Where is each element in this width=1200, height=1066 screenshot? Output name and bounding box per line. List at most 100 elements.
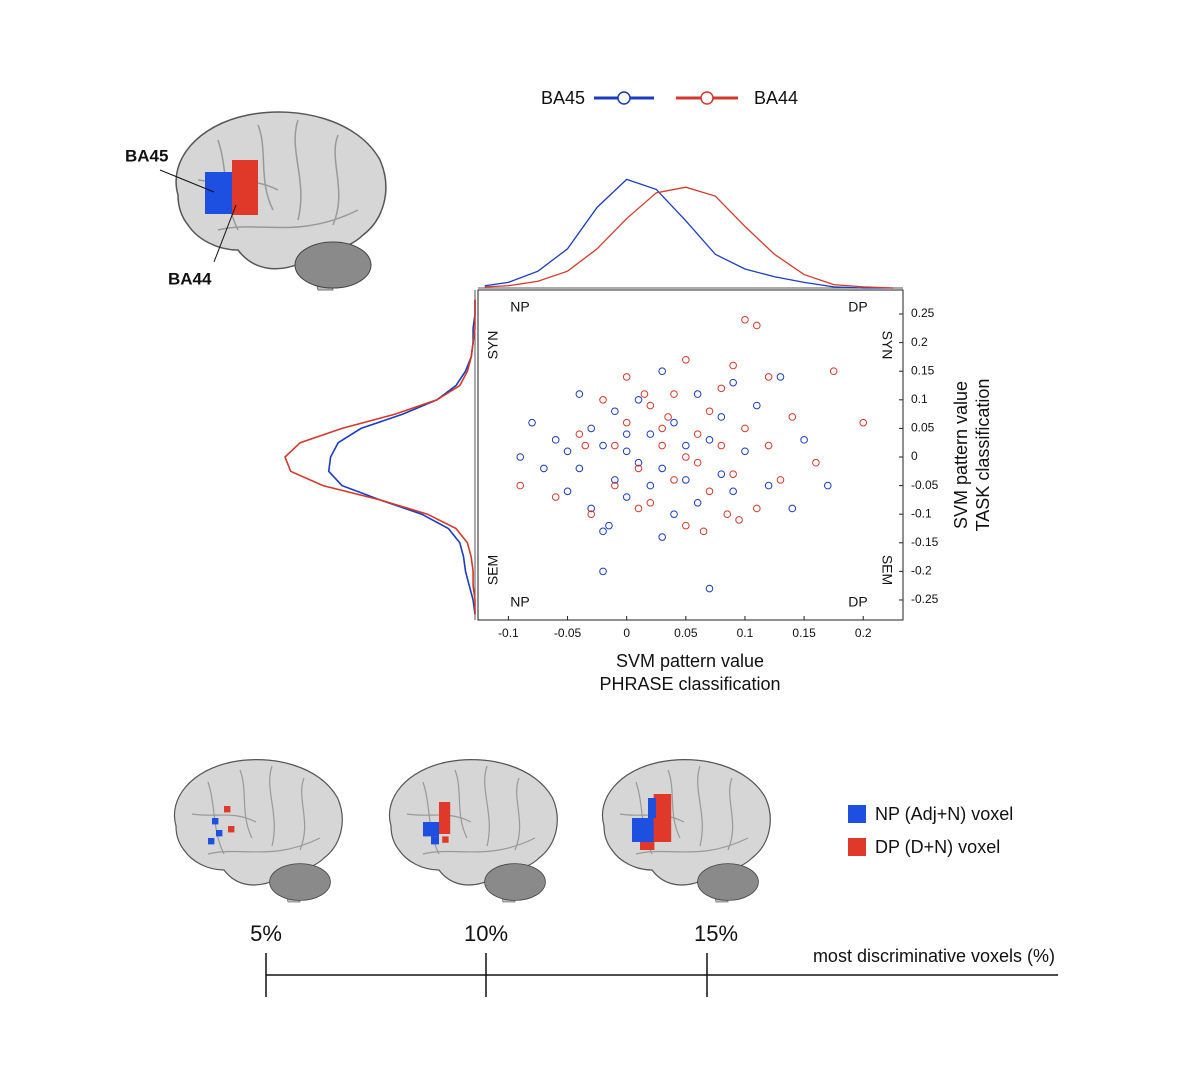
scatter-point <box>682 521 690 530</box>
scatter-point <box>563 487 572 496</box>
brain-5 <box>173 758 343 903</box>
legend-marker <box>700 91 714 105</box>
scatter-point <box>752 504 761 513</box>
y-tick-label: -0.15 <box>911 535 939 549</box>
scatter-point <box>670 476 678 484</box>
scatter-point <box>693 498 702 507</box>
scatter-point <box>717 441 726 450</box>
pointer-line <box>213 204 237 263</box>
scatter-point <box>646 481 655 490</box>
scatter-point <box>646 430 655 438</box>
scatter-point <box>575 464 584 473</box>
scatter-point <box>664 413 672 421</box>
scatter-point <box>658 533 666 541</box>
x-tick-label: 0.05 <box>674 626 698 640</box>
scatter-point <box>693 458 702 467</box>
legend-label: BA44 <box>754 88 798 108</box>
scatter-point <box>682 476 690 484</box>
scatter-point <box>658 424 666 433</box>
scatter-point <box>640 390 649 398</box>
scatter-point <box>717 413 726 421</box>
scatter-point <box>776 476 785 484</box>
scatter-point <box>658 367 666 376</box>
scatter-point <box>717 384 726 393</box>
corner-annotation: SEM <box>879 555 895 585</box>
scatter-point <box>741 315 749 324</box>
x-tick-label: 0.2 <box>855 626 872 640</box>
scatter-point <box>682 453 690 461</box>
scatter-point <box>599 567 607 576</box>
y-density-curve <box>284 299 476 615</box>
percent-label: 5% <box>250 921 282 946</box>
scatter-point <box>611 441 619 450</box>
corner-annotation: DP <box>848 299 867 315</box>
percent-label: 15% <box>694 921 738 946</box>
scatter-point <box>622 418 631 427</box>
scatter-point <box>634 458 643 467</box>
scatter-point <box>723 510 732 518</box>
x-axis-label: SVM pattern value <box>616 651 764 671</box>
scatter-point <box>587 510 595 518</box>
scatter-point <box>788 504 797 513</box>
legend-marker <box>617 91 631 105</box>
scatter-point <box>587 504 595 513</box>
corner-annotation: NP <box>510 299 529 315</box>
scatter-point <box>670 510 678 518</box>
scatter-point <box>729 487 737 496</box>
scatter-point <box>575 430 584 438</box>
scatter-point <box>764 441 773 450</box>
scatter-point <box>622 373 631 381</box>
scatter-point <box>605 521 613 530</box>
pointer-line <box>159 169 215 193</box>
scatter-point <box>741 424 749 433</box>
scatter-point <box>729 378 737 387</box>
y-tick-label: 0.25 <box>911 306 935 320</box>
x-tick-label: -0.1 <box>498 626 519 640</box>
scatter-point <box>717 470 726 478</box>
scatter-point <box>776 373 785 381</box>
scatter-point <box>516 481 525 490</box>
scatter-point <box>599 527 607 536</box>
scatter-point <box>622 447 631 456</box>
x-density-curve <box>484 186 893 289</box>
scatter-point <box>622 493 631 501</box>
y-tick-label: -0.05 <box>911 478 939 492</box>
y-axis-label: SVM pattern value <box>951 381 971 529</box>
y-tick-label: 0.15 <box>911 363 935 377</box>
x-tick-label: 0 <box>623 626 630 640</box>
percent-label: 10% <box>464 921 508 946</box>
scatter-point <box>540 464 548 473</box>
y-tick-label: -0.2 <box>911 564 932 578</box>
scatter-point <box>611 407 619 416</box>
scatter-point <box>634 464 643 473</box>
scatter-point <box>693 390 702 398</box>
corner-annotation: NP <box>510 594 529 610</box>
scatter-point <box>581 441 590 450</box>
scatter-point <box>735 516 743 524</box>
scatter-point <box>611 481 619 490</box>
scatter-point <box>646 401 655 410</box>
y-axis-label: TASK classification <box>973 379 993 532</box>
scatter-point <box>729 470 737 478</box>
scatter-point <box>670 390 678 398</box>
corner-annotation: SEM <box>485 555 501 585</box>
scatter-point <box>705 407 714 416</box>
scatter-point <box>622 430 631 438</box>
x-axis-label: PHRASE classification <box>599 674 780 694</box>
scatter-point <box>859 418 868 427</box>
scatter-point <box>788 413 797 421</box>
scatter-point <box>551 436 560 444</box>
scatter-point <box>599 441 607 450</box>
scatter-point <box>551 493 560 501</box>
scatter-point <box>563 447 572 456</box>
scatter-point <box>800 436 808 444</box>
y-tick-label: 0.1 <box>911 392 928 406</box>
scatter-point <box>658 441 666 450</box>
legend-label: DP (D+N) voxel <box>875 837 1000 857</box>
scatter-point <box>599 396 607 404</box>
scatter-point <box>823 481 832 490</box>
axis-caption: most discriminative voxels (%) <box>813 946 1055 966</box>
scatter-point <box>682 441 690 450</box>
